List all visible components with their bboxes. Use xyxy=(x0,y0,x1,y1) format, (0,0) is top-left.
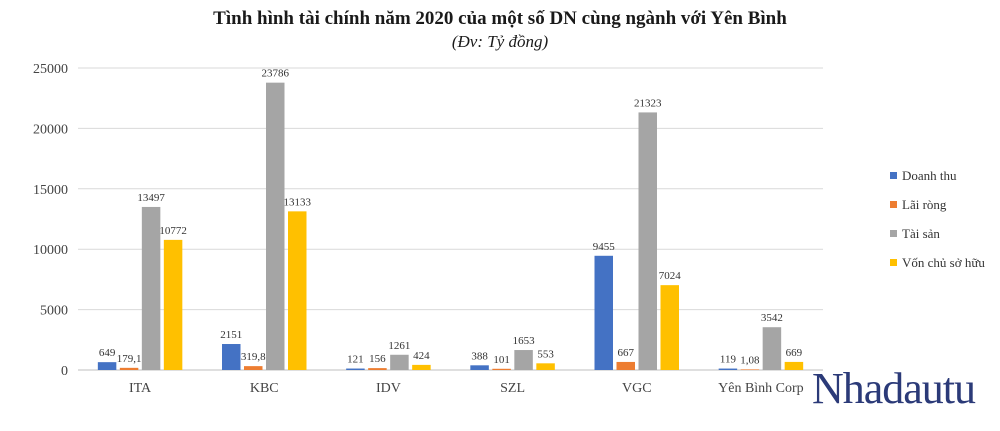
data-label: 649 xyxy=(99,347,116,359)
bar xyxy=(412,364,431,370)
data-label: 1261 xyxy=(388,340,410,352)
data-label: 13497 xyxy=(137,192,165,204)
bar xyxy=(616,361,635,370)
bar xyxy=(740,369,760,370)
bars xyxy=(97,82,804,371)
y-axis-ticks: 0 5000 10000 15000 20000 25000 xyxy=(33,62,68,379)
legend-swatch xyxy=(890,259,897,266)
data-label: 119 xyxy=(720,354,737,366)
data-label: 21323 xyxy=(634,97,662,109)
y-tick-label: 20000 xyxy=(33,122,68,137)
data-label: 7024 xyxy=(659,270,682,282)
bar xyxy=(288,211,307,370)
bar xyxy=(470,365,489,370)
legend-swatch xyxy=(890,230,897,237)
legend-label: Lãi ròng xyxy=(902,197,947,212)
bar xyxy=(594,255,613,370)
data-label: 179,1 xyxy=(117,353,142,365)
chart-title: Tình hình tài chính năm 2020 của một số … xyxy=(213,8,787,29)
data-label: 9455 xyxy=(593,241,616,253)
data-label: 1,08 xyxy=(740,354,760,366)
grid-lines xyxy=(78,67,823,371)
bar xyxy=(762,327,782,370)
data-label: 10772 xyxy=(159,225,187,237)
x-axis-categories: ITA KBC IDV SZL VGC Yên Bình Corp xyxy=(129,381,804,396)
bar xyxy=(244,366,263,370)
data-label: 156 xyxy=(369,353,386,365)
bar xyxy=(390,354,409,370)
data-label: 319,8 xyxy=(241,351,266,363)
bar xyxy=(346,368,365,370)
bar xyxy=(163,239,183,370)
category-label: ITA xyxy=(129,381,152,396)
data-label: 121 xyxy=(347,354,364,366)
bar xyxy=(536,363,555,370)
y-tick-label: 0 xyxy=(61,364,68,379)
bar xyxy=(514,350,533,370)
data-label: 669 xyxy=(786,347,803,359)
category-label: IDV xyxy=(376,381,401,396)
legend: Doanh thu Lãi ròng Tài sản Vốn chủ sở hữu xyxy=(890,168,985,270)
bar xyxy=(97,362,117,370)
y-tick-label: 5000 xyxy=(40,304,68,319)
data-label: 553 xyxy=(537,348,554,360)
legend-label: Doanh thu xyxy=(902,168,957,183)
chart-subtitle: (Đv: Tỷ đồng) xyxy=(452,32,549,51)
bar xyxy=(718,368,738,370)
legend-swatch xyxy=(890,201,897,208)
watermark-logo: Nhadautu xyxy=(812,364,976,413)
legend-swatch xyxy=(890,172,897,179)
legend-label: Tài sản xyxy=(902,226,940,241)
bar xyxy=(492,368,511,370)
bar xyxy=(141,206,161,370)
bar xyxy=(660,285,679,370)
bar xyxy=(784,361,804,370)
data-label: 23786 xyxy=(262,68,290,80)
data-labels: 649 179,1 13497 10772 2151 319,8 23786 13133 121… xyxy=(99,68,803,367)
bar xyxy=(222,344,241,370)
legend-label: Vốn chủ sở hữu xyxy=(902,255,985,270)
y-tick-label: 25000 xyxy=(33,62,68,77)
data-label: 101 xyxy=(493,354,510,366)
data-label: 13133 xyxy=(284,196,312,208)
y-tick-label: 10000 xyxy=(33,243,68,258)
data-label: 388 xyxy=(471,350,488,362)
data-label: 667 xyxy=(618,347,635,359)
data-label: 1653 xyxy=(513,335,536,347)
category-label: KBC xyxy=(250,381,279,396)
data-label: 424 xyxy=(413,350,430,362)
bar xyxy=(266,82,285,370)
y-tick-label: 15000 xyxy=(33,183,68,198)
category-label: Yên Bình Corp xyxy=(718,381,804,396)
bar xyxy=(119,367,139,370)
bar xyxy=(368,368,387,370)
data-label: 2151 xyxy=(220,329,242,341)
data-label: 3542 xyxy=(761,312,783,324)
category-label: SZL xyxy=(500,381,525,396)
bar xyxy=(638,112,657,371)
category-label: VGC xyxy=(622,381,652,396)
